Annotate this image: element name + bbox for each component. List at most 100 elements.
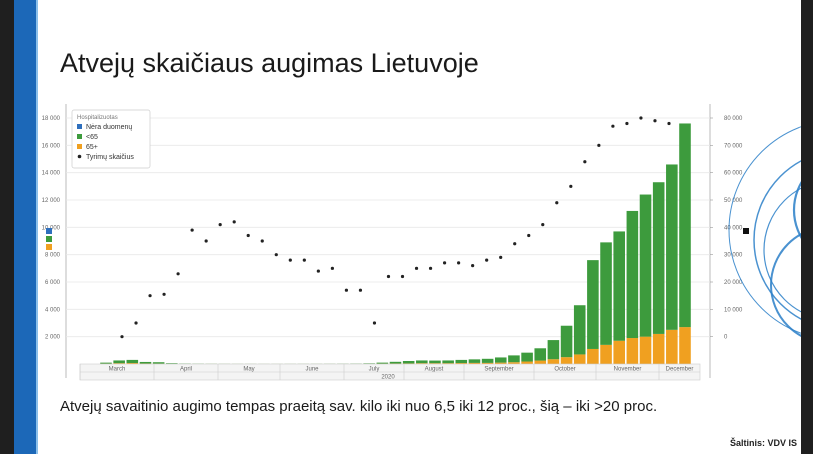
bar-under65: [547, 340, 560, 360]
y-left-tick-label: 2 000: [45, 335, 61, 341]
y-left-tick-label: 12 000: [42, 198, 61, 204]
bar-under65: [626, 210, 639, 339]
decor-arc: [728, 126, 801, 334]
bar-over65: [587, 348, 599, 364]
bar-under65: [166, 363, 178, 364]
y-axis-right: 0 10 000 20 000 30 000 40 000 50 000 60 000 70 …: [710, 116, 743, 341]
test-point: [288, 258, 292, 262]
test-point: [513, 242, 517, 246]
x-month-label: March: [109, 367, 126, 373]
chart: 2 000 4 000 6 000 8 000 10 000 12 000 14 000 16…: [42, 104, 801, 381]
bar-under65: [455, 359, 468, 364]
bar-under65: [508, 355, 520, 363]
test-point: [148, 294, 152, 298]
test-point: [120, 335, 124, 339]
bar-under65: [534, 348, 547, 361]
bar-under65: [100, 362, 112, 364]
bar-over65: [560, 357, 573, 364]
side-legend-swatches: [46, 228, 749, 250]
bar-under65: [481, 358, 494, 363]
side-marker: [743, 228, 749, 234]
x-month-label: June: [305, 367, 319, 373]
test-point: [485, 258, 489, 262]
y-left-tick-label: 16 000: [42, 143, 61, 149]
bar-under65: [679, 123, 691, 328]
slide: Atvejų skaičiaus augimas Lietuvoje 2 000…: [14, 0, 801, 454]
decor-arc: [792, 180, 801, 240]
test-point: [246, 233, 250, 238]
bar-over65: [126, 363, 139, 364]
test-point: [442, 261, 447, 265]
test-point: [428, 266, 433, 270]
test-point: [358, 288, 363, 292]
chart-bars: [100, 123, 691, 364]
y-left-tick-label: 4 000: [45, 307, 61, 313]
y-left-tick-label: 14 000: [42, 171, 61, 177]
accent-bar-line: [36, 0, 38, 454]
bar-over65: [613, 340, 625, 364]
test-point: [372, 321, 377, 325]
chart-legend: Hospitalizuotas Nėra duomenų <65 65+ Tyrimų …: [71, 109, 151, 169]
bar-over65: [442, 363, 454, 364]
legend-entry: Nėra duomenų: [86, 124, 132, 131]
bar-over65: [113, 363, 125, 364]
test-point: [653, 119, 657, 123]
y-right-tick-label: 50 000: [724, 198, 743, 204]
side-swatch: [46, 236, 52, 242]
test-point: [583, 160, 587, 164]
bar-over65: [416, 363, 428, 364]
test-point: [457, 261, 461, 265]
chart-test-points: [120, 116, 671, 339]
test-point: [386, 274, 391, 279]
legend-entry: <65: [86, 134, 98, 141]
bar-under65: [652, 182, 665, 334]
test-point: [218, 223, 222, 227]
test-point: [330, 266, 334, 270]
x-month-label: December: [666, 367, 694, 373]
decor-arc: [753, 160, 801, 320]
side-swatch: [46, 228, 52, 234]
test-point: [639, 116, 643, 120]
slide-caption: Atvejų savaitinio augimo tempas praeitą …: [60, 398, 658, 415]
y-right-tick-label: 0: [724, 335, 728, 341]
legend-entry: 65+: [86, 144, 98, 151]
bar-under65: [468, 359, 481, 363]
test-point: [625, 121, 629, 126]
bar-over65: [679, 327, 691, 364]
x-month-label: August: [425, 367, 444, 373]
bar-over65: [652, 333, 665, 364]
test-point: [400, 274, 405, 279]
bar-under65: [494, 357, 507, 363]
test-point: [260, 239, 264, 243]
bar-over65: [639, 336, 652, 364]
chart-grid: [65, 104, 711, 378]
y-left-tick-label: 18 000: [42, 116, 61, 122]
bar-under65: [442, 360, 454, 364]
test-point: [344, 288, 349, 292]
bar-over65: [468, 362, 481, 364]
x-month-label: October: [554, 367, 575, 373]
bar-over65: [508, 362, 520, 364]
y-right-tick-label: 80 000: [724, 116, 743, 122]
bar-over65: [429, 363, 441, 364]
y-right-tick-label: 20 000: [724, 280, 743, 286]
test-point: [134, 321, 138, 325]
test-point: [667, 121, 671, 126]
test-point: [597, 143, 601, 147]
test-point: [541, 223, 545, 227]
test-point: [316, 269, 320, 273]
bar-over65: [521, 361, 533, 364]
test-point: [274, 253, 278, 257]
bar-under65: [613, 231, 625, 341]
legend-swatch: [77, 124, 82, 129]
x-month-label: May: [243, 367, 254, 373]
decor-arc: [763, 187, 801, 313]
bar-under65: [126, 359, 139, 364]
test-point: [204, 239, 208, 243]
test-point: [499, 255, 503, 259]
bar-under65: [113, 360, 125, 364]
bar-under65: [363, 363, 375, 364]
x-month-label: September: [484, 367, 513, 373]
legend-title: Hospitalizuotas: [77, 115, 118, 121]
bar-over65: [600, 344, 612, 364]
